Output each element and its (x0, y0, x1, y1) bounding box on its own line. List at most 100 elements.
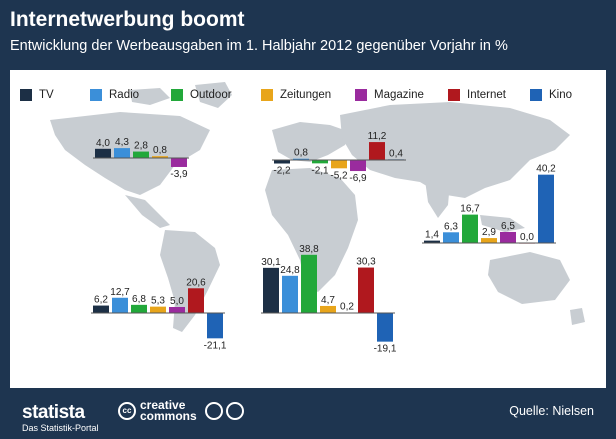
data-label-radio: 12,7 (110, 287, 130, 298)
legend-label-zeitungen: Zeitungen (280, 89, 332, 101)
data-label-outdoor: 6,8 (132, 294, 146, 305)
data-label-zeitungen: 2,9 (482, 227, 496, 238)
statista-logo-icon: statista (22, 402, 85, 423)
data-label-radio: 24,8 (280, 265, 300, 276)
legend-item-kino: Kino (530, 85, 572, 105)
data-label-kino: -21,1 (204, 340, 227, 351)
data-label-tv: 1,4 (425, 230, 439, 241)
legend: TV Radio Outdoor Zeitungen Magazine Inte… (18, 85, 598, 109)
data-label-radio: 4,3 (115, 137, 129, 148)
bar-tv (93, 305, 109, 313)
header: Internetwerbung boomt Entwicklung der We… (0, 0, 616, 70)
data-label-zeitungen: 5,3 (151, 296, 165, 307)
legend-label-tv: TV (39, 89, 54, 101)
data-label-internet: 30,3 (356, 257, 376, 268)
chart-panel (10, 70, 606, 388)
bar-magazine (350, 160, 366, 172)
bar-zeitungen (481, 238, 497, 243)
data-label-outdoor: 38,8 (299, 244, 319, 255)
data-label-tv: 30,1 (261, 257, 281, 268)
bar-outdoor (462, 214, 478, 243)
bar-outdoor (301, 254, 317, 313)
license-text: creative commons (140, 398, 197, 423)
legend-swatch-internet (448, 89, 460, 101)
legend-label-outdoor: Outdoor (190, 89, 232, 101)
world-map-icon (50, 82, 585, 332)
bar-radio (112, 297, 128, 313)
legend-label-radio: Radio (109, 89, 140, 101)
bar-radio (114, 148, 130, 158)
data-label-zeitungen: 4,7 (321, 295, 335, 306)
bar-magazine (171, 158, 187, 167)
data-label-internet: 20,6 (186, 277, 206, 288)
legend-item-outdoor: Outdoor (171, 85, 232, 105)
data-label-magazine: 5,0 (170, 296, 184, 307)
license-line-1: creative (140, 398, 186, 412)
bar-zeitungen (320, 305, 336, 313)
bar-tv (274, 160, 290, 164)
data-label-magazine: -3,9 (170, 169, 188, 180)
legend-swatch-outdoor (171, 89, 183, 101)
legend-item-magazine: Magazine (355, 85, 424, 105)
data-label-magazine: -6,9 (349, 173, 367, 184)
legend-item-tv: TV (20, 85, 54, 105)
bar-magazine (500, 231, 516, 243)
page-title: Internetwerbung boomt (10, 8, 245, 31)
bar-outdoor (312, 160, 328, 164)
bar-kino (538, 174, 554, 243)
data-label-kino: 0,4 (389, 148, 403, 159)
legend-swatch-zeitungen (261, 89, 273, 101)
region-chart-1: 4,0 4,3 2,8 0,8 -3,9 (93, 137, 189, 180)
legend-swatch-magazine (355, 89, 367, 101)
data-label-zeitungen: 0,8 (153, 145, 167, 156)
bar-tv (95, 148, 111, 158)
cc-icon: cc (118, 402, 136, 420)
legend-item-zeitungen: Zeitungen (261, 85, 331, 105)
data-label-outdoor: -2,1 (311, 165, 329, 176)
data-label-radio: 0,8 (294, 148, 308, 159)
data-label-magazine: 0,2 (340, 302, 354, 313)
bar-outdoor (133, 151, 149, 158)
bar-outdoor (131, 304, 147, 313)
data-label-tv: 4,0 (96, 138, 110, 149)
bar-radio (443, 232, 459, 243)
legend-item-radio: Radio (90, 85, 139, 105)
data-label-internet: 0,0 (520, 232, 534, 243)
bar-zeitungen (150, 306, 166, 313)
region-chart-4: 6,212,76,8 5,3 5,020,6 -21,1 (91, 277, 227, 351)
license-line-2: commons (140, 409, 197, 423)
footer: statista Das Statistik-Portal cc creativ… (0, 388, 616, 439)
bar-tv (424, 240, 440, 243)
attribution-icon (205, 402, 223, 420)
data-label-zeitungen: -5,2 (330, 170, 348, 181)
bar-internet (188, 288, 204, 313)
data-label-radio: 6,3 (444, 221, 458, 232)
legend-label-magazine: Magazine (374, 89, 424, 101)
bar-zeitungen (152, 156, 168, 158)
legend-label-kino: Kino (549, 89, 573, 101)
no-derivatives-icon (226, 402, 244, 420)
data-label-tv: -2,2 (273, 166, 291, 177)
data-label-kino: -19,1 (374, 344, 397, 355)
data-label-tv: 6,2 (94, 295, 108, 306)
bar-kino (377, 313, 393, 342)
legend-item-internet: Internet (448, 85, 506, 105)
bar-zeitungen (331, 160, 347, 169)
legend-swatch-tv (20, 89, 32, 101)
bar-magazine (169, 307, 185, 313)
legend-swatch-kino (530, 89, 542, 101)
data-label-kino: 40,2 (536, 164, 556, 175)
region-chart-5: 30,124,8 38,8 4,7 0,2 30,3 -19,1 (261, 244, 397, 355)
bar-radio (282, 275, 298, 313)
bar-tv (263, 267, 279, 313)
bar-radio (293, 158, 309, 160)
bar-internet (358, 267, 374, 313)
source-text: Quelle: Nielsen (509, 404, 594, 418)
page-subtitle: Entwicklung der Werbeausgaben im 1. Halb… (10, 38, 508, 54)
data-label-internet: 11,2 (368, 131, 387, 142)
bar-kino (207, 313, 223, 339)
region-chart-3: 1,4 6,316,7 2,9 6,5 0,0 40,2 (422, 164, 556, 244)
region-chart-2: -2,20,8-2,1 -5,2 -6,9 11,20,4 (272, 131, 406, 184)
